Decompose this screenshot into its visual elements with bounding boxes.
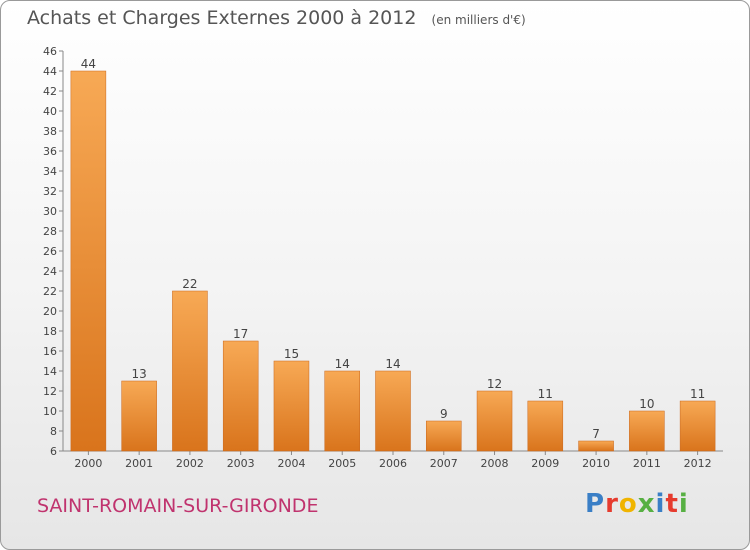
y-tick-label: 20 [43,305,57,318]
bar-value-label: 11 [690,387,705,401]
bar-2003 [222,340,259,452]
bar-value-label: 14 [335,357,350,371]
commune-name: SAINT-ROMAIN-SUR-GIRONDE [37,495,319,517]
y-tick-label: 34 [43,165,57,178]
bar-value-label: 13 [132,367,147,381]
bar-value-label: 17 [233,327,248,341]
x-tick-label: 2010 [582,457,610,470]
bar-2006 [375,370,411,452]
title-row: Achats et Charges Externes 2000 à 2012 (… [27,7,526,29]
bar-value-label: 9 [440,407,448,421]
bar-value-label: 7 [592,427,600,441]
chart-subtitle: (en milliers d'€) [431,13,526,27]
bar-2000 [70,70,107,452]
bar-value-label: 11 [538,387,553,401]
bar-value-label: 14 [385,357,400,371]
y-tick-label: 14 [43,365,57,378]
bar-2005 [324,370,360,452]
bar-value-label: 10 [639,397,654,411]
bars: 44 13 22 17 15 14 14 9 12 11 7 10 11 [70,57,716,452]
x-tick-label: 2008 [481,457,509,470]
bar-value-label: 22 [182,277,197,291]
bar-2007 [426,420,462,452]
x-tick-label: 2001 [125,457,153,470]
y-tick-label: 12 [43,385,57,398]
y-tick-label: 8 [50,425,57,438]
y-tick-label: 18 [43,325,57,338]
bar-2012 [679,400,716,452]
bar-2008 [476,390,513,452]
y-tick-label: 28 [43,225,57,238]
x-tick-label: 2002 [176,457,204,470]
y-tick-label: 26 [43,245,57,258]
y-tick-label: 36 [43,145,57,158]
y-tick-label: 10 [43,405,57,418]
x-tick-label: 2009 [531,457,559,470]
x-tick-label: 2012 [684,457,712,470]
bar-2002 [172,290,208,452]
y-tick-label: 46 [43,45,57,58]
chart-title: Achats et Charges Externes 2000 à 2012 [27,7,417,29]
y-tick-label: 24 [43,265,57,278]
y-tick-label: 6 [50,445,57,458]
y-tick-label: 30 [43,205,57,218]
bar-value-label: 12 [487,377,502,391]
bar-2001 [121,380,157,452]
x-tick-label: 2003 [227,457,255,470]
y-tick-label: 42 [43,85,57,98]
bar-2009 [527,400,564,452]
x-tick-label: 2006 [379,457,407,470]
bar-value-label: 44 [81,57,96,71]
bar-2004 [273,360,310,452]
bar-2011 [629,410,665,452]
y-tick-label: 40 [43,105,57,118]
x-tick-label: 2005 [328,457,356,470]
x-tick-label: 2000 [74,457,102,470]
proxiti-logo[interactable]: Proxiti [585,489,689,519]
x-tick-label: 2011 [633,457,661,470]
y-tick-label: 44 [43,65,57,78]
bar-2010 [578,440,614,452]
y-tick-label: 16 [43,345,57,358]
y-tick-label: 32 [43,185,57,198]
y-tick-label: 38 [43,125,57,138]
y-tick-label: 22 [43,285,57,298]
bar-value-label: 15 [284,347,299,361]
x-tick-label: 2004 [277,457,305,470]
x-tick-label: 2007 [430,457,458,470]
